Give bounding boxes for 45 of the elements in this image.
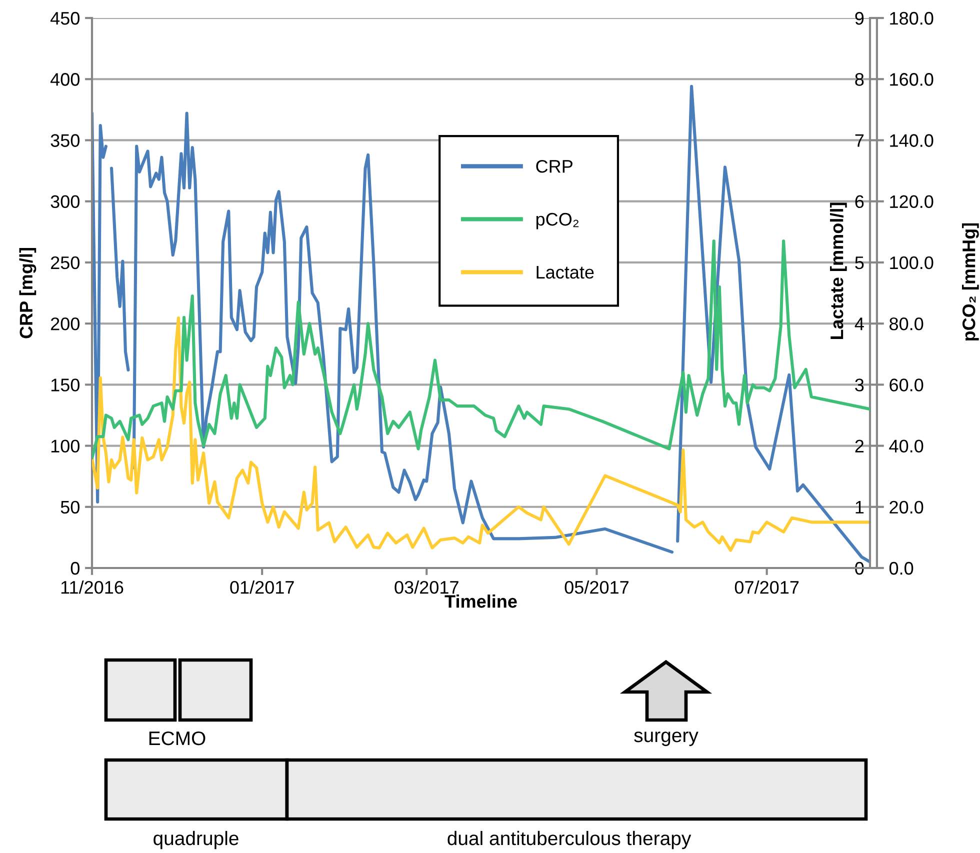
y2-tick-label: 2: [855, 440, 864, 452]
y-tick-label: 250: [50, 256, 80, 270]
text: dual antituberculous therapy: [448, 830, 692, 850]
y-tick-label: 150: [51, 378, 80, 392]
y2-axis-title: Lactate [mmol/l]: [830, 202, 847, 340]
y-tick-label: 400: [50, 73, 80, 86]
y2-tick-label: 7: [855, 134, 864, 147]
y-tick-label: 350: [50, 134, 80, 147]
y3-tick-label: 120.0: [890, 195, 934, 208]
y-tick-label: 300: [50, 195, 80, 208]
y-tick-label: 450: [50, 12, 80, 25]
y3-tick-label: 180.0: [890, 12, 934, 25]
text: quadruple: [154, 830, 238, 850]
y3-tick-label: 40.0: [889, 440, 924, 452]
y3-tick-label: 60.0: [890, 378, 924, 392]
y2-tick-label: 6: [855, 195, 864, 208]
y2-tick-label: 4: [854, 318, 864, 330]
x-axis-title: Timeline: [444, 594, 517, 608]
text: ECMO: [149, 731, 206, 746]
y2-tick-label: 9: [855, 12, 864, 25]
text: surgery: [634, 732, 698, 746]
x-tick-label: 07/2017: [734, 580, 799, 594]
y2-tick-label: 1: [856, 501, 864, 514]
y3-tick-label: 80.0: [890, 317, 924, 330]
y2-tick-label: 8: [855, 73, 864, 86]
x-tick-label: 01/2017: [230, 580, 294, 594]
y3-axis-title: pCO₂ [mmHg]: [962, 223, 979, 340]
y-tick-label: 200: [50, 317, 80, 330]
y-tick-label: 0: [70, 562, 80, 575]
legend-label: pCO₂: [536, 212, 579, 230]
y3-tick-label: 20.0: [890, 500, 924, 514]
y-tick-label: 50: [60, 500, 80, 514]
y2-tick-label: 3: [855, 378, 864, 392]
y3-tick-label: 140.0: [890, 134, 934, 147]
x-tick-label: 05/2017: [564, 580, 628, 594]
y3-tick-label: 0.0: [889, 562, 914, 575]
y2-tick-label: 5: [855, 256, 864, 270]
legend-label: CRP: [536, 160, 572, 173]
x-tick-label: 03/2017: [394, 580, 458, 594]
x-tick-label: 11/2016: [61, 580, 124, 594]
y-tick-label: 100: [51, 440, 80, 452]
y3-tick-label: 160.0: [890, 73, 934, 86]
y3-tick-label: 100.0: [890, 256, 934, 270]
y-axis-title: CRP [mg/l]: [19, 248, 36, 338]
legend-label: Lactate: [536, 266, 594, 279]
